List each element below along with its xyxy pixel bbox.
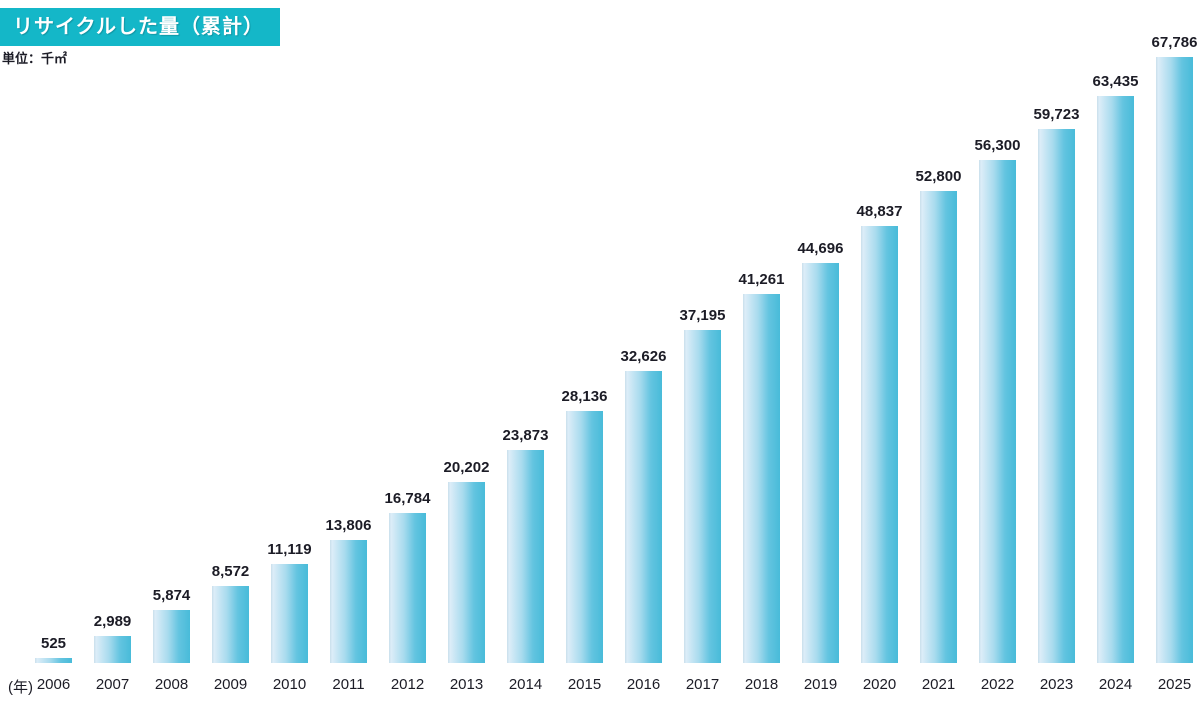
bar-value-label-2025: 67,786 — [1151, 34, 1198, 51]
year-label-2022: 2022 — [980, 676, 1015, 693]
bar-2006 — [35, 658, 72, 663]
year-label-2018: 2018 — [744, 676, 779, 693]
year-label-2023: 2023 — [1039, 676, 1074, 693]
bar-value-label-2021: 52,800 — [915, 168, 962, 185]
year-label-2009: 2009 — [213, 676, 248, 693]
bar-value-label-2024: 63,435 — [1092, 73, 1139, 90]
bar-value-label-2023: 59,723 — [1033, 106, 1080, 123]
bar-value-label-2020: 48,837 — [856, 203, 903, 220]
bar-2014 — [507, 450, 544, 663]
bar-value-label-2018: 41,261 — [738, 271, 785, 288]
bar-2011 — [330, 540, 367, 663]
bar-2010 — [271, 564, 308, 663]
bar-value-label-2012: 16,784 — [384, 490, 431, 507]
year-label-2014: 2014 — [508, 676, 543, 693]
bar-2018 — [743, 294, 780, 663]
bar-2021 — [920, 191, 957, 663]
year-label-2013: 2013 — [449, 676, 484, 693]
year-label-2025: 2025 — [1157, 676, 1192, 693]
year-label-2016: 2016 — [626, 676, 661, 693]
year-label-2020: 2020 — [862, 676, 897, 693]
bar-2015 — [566, 411, 603, 663]
bar-2009 — [212, 586, 249, 663]
bar-value-label-2008: 5,874 — [152, 587, 191, 604]
bar-2008 — [153, 610, 190, 663]
bar-value-label-2017: 37,195 — [679, 307, 726, 324]
bar-2019 — [802, 263, 839, 663]
bar-2013 — [448, 482, 485, 663]
bar-value-label-2015: 28,136 — [561, 388, 608, 405]
year-label-2019: 2019 — [803, 676, 838, 693]
bar-value-label-2016: 32,626 — [620, 348, 667, 365]
year-label-2021: 2021 — [921, 676, 956, 693]
bar-value-label-2022: 56,300 — [974, 137, 1021, 154]
year-axis-prefix: (年) — [8, 679, 33, 696]
bar-2022 — [979, 160, 1016, 663]
bar-value-label-2009: 8,572 — [211, 563, 250, 580]
unit-label: 単位：千㎡ — [2, 51, 68, 66]
year-label-2024: 2024 — [1098, 676, 1133, 693]
bar-value-label-2014: 23,873 — [502, 427, 549, 444]
chart-title: リサイクルした量（累計） — [0, 8, 280, 46]
bar-2024 — [1097, 96, 1134, 663]
year-label-2017: 2017 — [685, 676, 720, 693]
year-label-2007: 2007 — [95, 676, 130, 693]
bar-2020 — [861, 226, 898, 663]
bar-2017 — [684, 330, 721, 663]
year-label-2011: 2011 — [332, 676, 365, 693]
bar-value-label-2010: 11,119 — [267, 541, 312, 558]
bar-2023 — [1038, 129, 1075, 663]
bar-value-label-2019: 44,696 — [797, 240, 844, 257]
year-label-2015: 2015 — [567, 676, 602, 693]
year-label-2008: 2008 — [154, 676, 189, 693]
bar-value-label-2006: 525 — [40, 635, 67, 652]
bar-value-label-2007: 2,989 — [93, 613, 132, 630]
bar-value-label-2013: 20,202 — [443, 459, 490, 476]
bar-2025 — [1156, 57, 1193, 663]
bar-2012 — [389, 513, 426, 663]
year-label-2010: 2010 — [272, 676, 307, 693]
year-label-2012: 2012 — [390, 676, 425, 693]
bar-value-label-2011: 13,806 — [325, 517, 372, 534]
bar-2007 — [94, 636, 131, 663]
year-label-2006: 2006 — [36, 676, 71, 693]
bar-2016 — [625, 371, 662, 663]
